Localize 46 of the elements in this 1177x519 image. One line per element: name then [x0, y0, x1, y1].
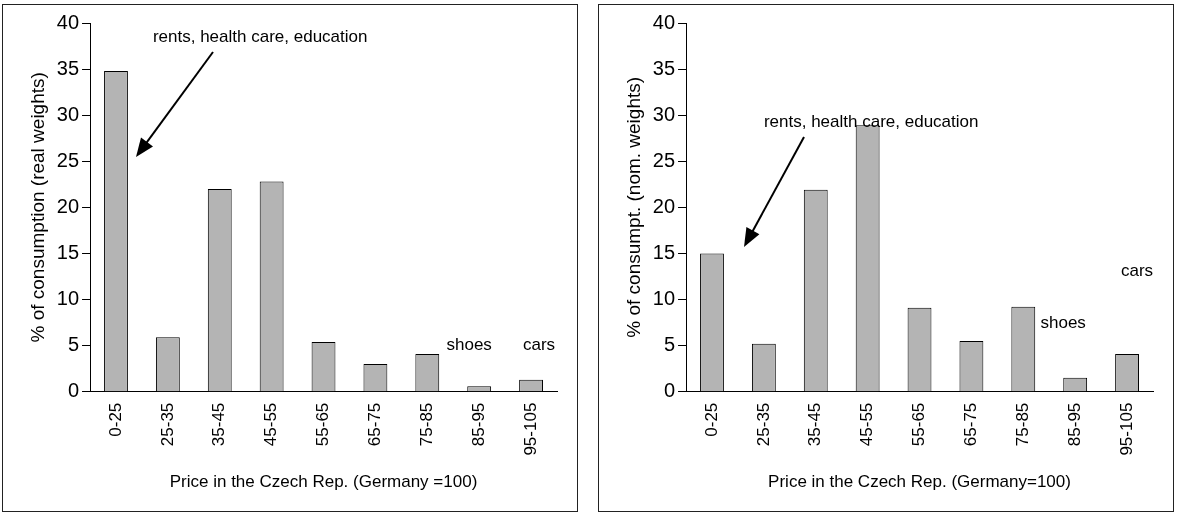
annotation: cars: [1121, 260, 1154, 280]
x-tick-label: 85-95: [468, 402, 488, 447]
x-tick-label: 95-105: [520, 402, 540, 456]
y-tick-label: 20: [56, 194, 80, 217]
x-tick-label: 65-75: [365, 402, 385, 447]
x-tick-label: 35-45: [209, 402, 229, 447]
x-tick-label: 25-35: [157, 402, 177, 447]
y-tick-label: 0: [67, 379, 80, 402]
annotation: rents, health care, education: [763, 111, 979, 131]
x-tick-label: 55-65: [313, 402, 333, 447]
y-tick-label: 10: [56, 287, 80, 310]
x-tick-label: 65-75: [961, 402, 981, 447]
annotation: cars: [523, 334, 556, 354]
x-tick-label: 0-25: [701, 402, 721, 437]
x-tick-label: 75-85: [1012, 402, 1032, 447]
x-axis-title: Price in the Czech Rep. (Germany=100): [768, 472, 1071, 492]
annotation: shoes: [1040, 312, 1086, 332]
y-tick-label: 25: [56, 148, 80, 171]
y-tick-label: 35: [652, 56, 676, 79]
y-tick-label: 15: [56, 240, 80, 263]
x-tick-label: 0-25: [105, 402, 125, 437]
x-tick-label: 45-55: [261, 402, 281, 447]
y-axis-title: % of consumpt. (nom. weights): [622, 76, 644, 338]
y-tick-label: 40: [652, 10, 676, 33]
y-tick-label: 30: [56, 102, 80, 125]
y-tick-label: 30: [652, 102, 676, 125]
x-axis-title: Price in the Czech Rep. (Germany =100): [169, 472, 478, 492]
x-tick-label: 35-45: [805, 402, 825, 447]
annotation: rents, health care, education: [152, 26, 368, 46]
x-tick-label: 95-105: [1116, 402, 1136, 456]
y-tick-label: 5: [663, 333, 676, 356]
y-tick-label: 25: [652, 148, 676, 171]
x-tick-label: 75-85: [416, 402, 436, 447]
y-tick-label: 35: [56, 56, 80, 79]
x-tick-label: 85-95: [1064, 402, 1084, 447]
annotation: shoes: [446, 334, 492, 354]
x-tick-label: 45-55: [857, 402, 877, 447]
x-tick-label: 25-35: [753, 402, 773, 447]
y-tick-label: 15: [652, 240, 676, 263]
y-tick-label: 10: [652, 287, 676, 310]
y-tick-label: 40: [56, 10, 80, 33]
x-tick-label: 55-65: [909, 402, 929, 447]
y-tick-label: 5: [67, 333, 80, 356]
y-axis-title: % of consumption (real weights): [26, 72, 48, 343]
y-tick-label: 0: [663, 379, 676, 402]
y-tick-label: 20: [652, 194, 676, 217]
